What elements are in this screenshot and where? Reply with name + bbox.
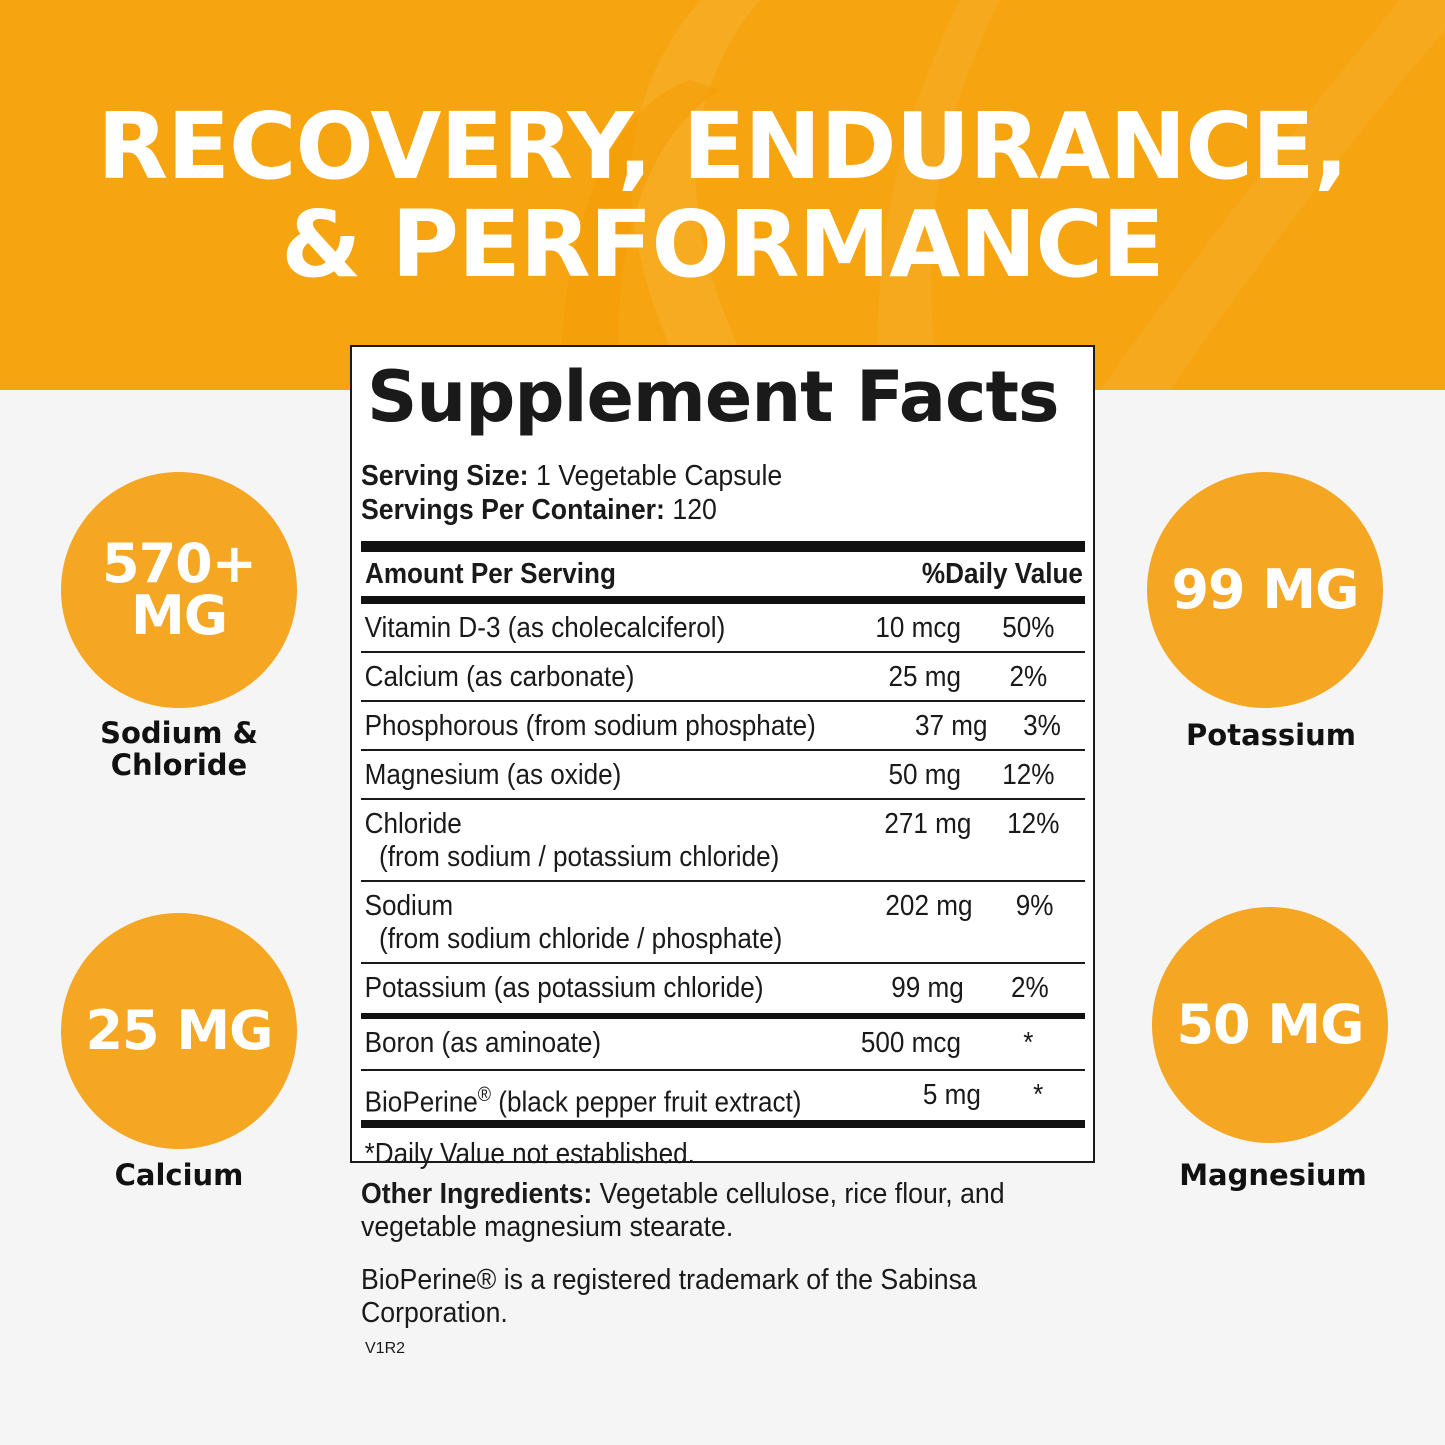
headline: RECOVERY, ENDURANCE, & PERFORMANCE — [0, 98, 1445, 294]
callout-magnesium-badge: 50 MG — [1152, 907, 1388, 1143]
nutrient-dv: 12% — [1007, 808, 1060, 840]
header-daily-value: %Daily Value — [921, 557, 1083, 590]
nutrient-dv: 2% — [1011, 972, 1049, 1004]
table-row: Potassium (as potassium chloride) 99 mg … — [361, 964, 1085, 1013]
callout-magnesium-label: Magnesium — [1179, 1158, 1367, 1192]
nutrient-name-main: Sodium — [364, 890, 454, 922]
serving-size-value: 1 Vegetable Capsule — [528, 460, 783, 492]
nutrient-name-main: Chloride — [364, 808, 462, 840]
label-line-1: Sodium & — [100, 716, 258, 750]
headline-line-2: & PERFORMANCE — [281, 191, 1164, 298]
callout-sodium-chloride-label: Sodium & Chloride — [49, 717, 309, 781]
callout-calcium-badge: 25 MG — [61, 913, 297, 1149]
nutrient-name: Chloride (from sodium / potassium chlori… — [361, 808, 780, 880]
divider-medium — [361, 1120, 1085, 1128]
header-banner: RECOVERY, ENDURANCE, & PERFORMANCE — [0, 0, 1445, 390]
servings-per-container-value: 120 — [664, 494, 717, 526]
supplement-facts-panel: Supplement Facts Serving Size: 1 Vegetab… — [350, 345, 1095, 1170]
nutrient-name: Phosphorous (from sodium phosphate) — [364, 710, 816, 742]
nutrient-dv: * — [1023, 1027, 1034, 1059]
version-code: V1R2 — [365, 1340, 406, 1357]
callout-value: 570+ — [102, 532, 257, 595]
callout-value: 99 MG — [1171, 558, 1359, 621]
serving-size-label: Serving Size: — [361, 460, 529, 492]
nutrient-source: (from sodium / potassium chloride) — [379, 841, 780, 873]
label-line-2: Chloride — [110, 748, 248, 782]
nutrient-name: BioPerine® (black pepper fruit extract) — [361, 1079, 802, 1120]
table-row: Vitamin D-3 (as cholecalciferol) 10 mcg … — [361, 604, 1085, 653]
nutrient-source: (from sodium chloride / phosphate) — [379, 923, 783, 955]
dv-footnote: *Daily Value not established. — [364, 1138, 695, 1170]
table-row: Sodium (from sodium chloride / phosphate… — [361, 882, 1085, 964]
nutrient-name-prefix: BioPerine — [364, 1086, 478, 1119]
nutrient-name: Calcium (as carbonate) — [364, 661, 635, 693]
nutrient-name: Boron (as aminoate) — [364, 1027, 602, 1059]
table-row: Boron (as aminoate) 500 mcg * — [361, 1019, 1085, 1071]
nutrient-amount: 10 mcg — [875, 612, 961, 644]
divider-medium — [361, 1013, 1085, 1019]
other-ingredients: Other Ingredients: Vegetable cellulose, … — [361, 1178, 1023, 1244]
table-row: Magnesium (as oxide) 50 mg 12% — [361, 751, 1085, 800]
nutrient-amount: 99 mg — [891, 972, 964, 1004]
callout-potassium-badge: 99 MG — [1147, 472, 1383, 708]
table-row: BioPerine® (black pepper fruit extract) … — [361, 1071, 1085, 1120]
nutrient-amount: 271 mg — [884, 808, 972, 840]
callout-calcium-label: Calcium — [114, 1158, 244, 1192]
nutrient-name: Potassium (as potassium chloride) — [364, 972, 764, 1004]
nutrient-dv: 3% — [1022, 710, 1061, 742]
serving-size: Serving Size: 1 Vegetable Capsule — [361, 459, 1027, 493]
callout-sodium-chloride-badge: 570+ MG — [61, 472, 297, 708]
nutrient-name: Magnesium (as oxide) — [364, 759, 622, 791]
nutrient-amount: 25 mg — [888, 661, 961, 693]
servings-per-container-label: Servings Per Container: — [361, 494, 665, 526]
table-row: Calcium (as carbonate) 25 mg 2% — [361, 653, 1085, 702]
nutrient-dv: 50% — [1002, 612, 1055, 644]
registered-mark: ® — [477, 1084, 492, 1106]
nutrient-amount: 37 mg — [915, 710, 988, 742]
table-header: Amount Per Serving %Daily Value — [361, 552, 1085, 596]
nutrient-amount: 50 mg — [888, 759, 961, 791]
divider-thick — [361, 541, 1085, 552]
other-ingredients-label: Other Ingredients: — [361, 1178, 593, 1210]
table-row: Phosphorous (from sodium phosphate) 37 m… — [361, 702, 1085, 751]
nutrient-dv: 9% — [1015, 890, 1054, 922]
callout-potassium-label: Potassium — [1186, 718, 1356, 752]
label-footer: Other Ingredients: Vegetable cellulose, … — [361, 1178, 1081, 1365]
callout-value: 50 MG — [1176, 993, 1364, 1056]
nutrient-amount: 500 mcg — [860, 1027, 961, 1059]
nutrient-name-suffix: (black pepper fruit extract) — [491, 1086, 802, 1119]
nutrient-dv: * — [1033, 1079, 1044, 1111]
header-amount: Amount Per Serving — [365, 557, 616, 590]
facts-title: Supplement Facts — [367, 356, 1060, 438]
nutrient-name: Sodium (from sodium chloride / phosphate… — [361, 890, 783, 962]
nutrient-amount: 202 mg — [885, 890, 973, 922]
callout-unit: MG — [130, 584, 228, 647]
nutrient-name: Vitamin D-3 (as cholecalciferol) — [364, 612, 726, 644]
callout-value: 25 MG — [85, 999, 273, 1062]
table-row: Chloride (from sodium / potassium chlori… — [361, 800, 1085, 882]
decorative-swoosh-icon — [560, 0, 1445, 390]
nutrient-amount: 5 mg — [923, 1079, 982, 1111]
nutrient-dv: 12% — [1002, 759, 1055, 791]
other-ingredients-text: Vegetable cellulose, rice flour, and veg… — [361, 1178, 1005, 1243]
divider-medium — [361, 596, 1085, 604]
servings-per-container: Servings Per Container: 120 — [361, 493, 1027, 527]
headline-line-1: RECOVERY, ENDURANCE, — [97, 93, 1348, 200]
nutrient-dv: 2% — [1009, 661, 1048, 693]
trademark-note: BioPerine® is a registered trademark of … — [361, 1264, 977, 1329]
